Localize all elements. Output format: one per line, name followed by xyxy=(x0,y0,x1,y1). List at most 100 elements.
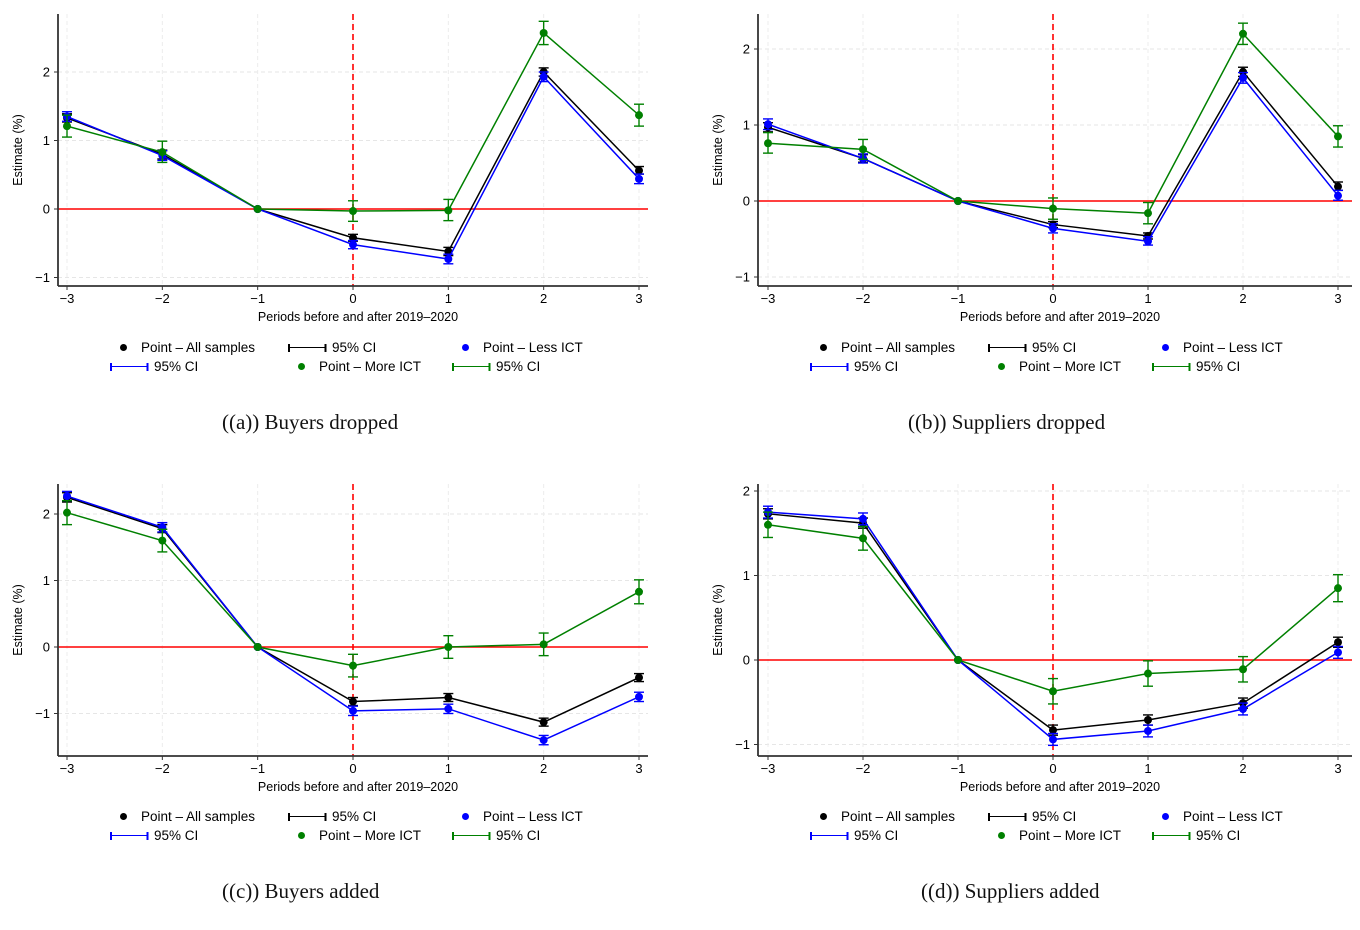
legend-more-point: Point – More ICT xyxy=(998,828,1121,843)
chart-svg: −1 0 1 2 −3 −2 −1 0 1 2 3 Periods before and after … xyxy=(711,14,1352,324)
legend-all-point: Point – All samples xyxy=(820,340,955,355)
y-tick-label: 1 xyxy=(743,568,750,583)
x-tick-label: −2 xyxy=(856,761,871,776)
x-tick-label: −2 xyxy=(856,291,871,306)
chart-panel-a: −1 0 1 2 −3 −2 −1 0 1 2 3 Periods before and after … xyxy=(0,0,680,460)
x-tick-label: 2 xyxy=(540,291,547,306)
point-less xyxy=(1144,237,1152,246)
legend-label: 95% CI xyxy=(854,359,899,374)
point-more xyxy=(1049,687,1057,696)
chart-panel-c: −1 0 1 2 −3 −2 −1 0 1 2 3 Periods before and after … xyxy=(0,470,680,930)
point-more xyxy=(635,587,643,596)
x-tick-label: 1 xyxy=(445,761,452,776)
panel-caption: ((c)) Buyers added xyxy=(222,879,380,903)
legend-all-ci: 95% CI xyxy=(988,809,1076,824)
series-more xyxy=(763,511,1343,705)
legend-label: 95% CI xyxy=(1196,359,1241,374)
y-axis-label: Estimate (%) xyxy=(711,584,725,656)
x-tick-label: −3 xyxy=(761,761,776,776)
legend-less-ci: 95% CI xyxy=(810,828,898,843)
point-less xyxy=(635,692,643,701)
point-more xyxy=(635,111,643,120)
x-tick-label: −2 xyxy=(155,291,170,306)
point-more xyxy=(764,520,772,529)
legend-less-ci: 95% CI xyxy=(110,359,198,374)
series-more xyxy=(62,20,644,223)
point-more xyxy=(764,139,772,148)
y-tick-label: 0 xyxy=(43,202,50,217)
legend-less-point: Point – Less ICT xyxy=(1162,809,1283,824)
legend-less-point: Point – Less ICT xyxy=(462,809,583,824)
point-more xyxy=(1239,29,1247,38)
legend-dot-icon xyxy=(820,344,827,351)
y-tick-label: −1 xyxy=(735,737,750,752)
y-tick-label: 1 xyxy=(43,573,50,588)
point-less xyxy=(1334,191,1342,200)
point-less xyxy=(1334,648,1342,657)
point-more xyxy=(1144,669,1152,678)
x-tick-label: 2 xyxy=(540,761,547,776)
point-less xyxy=(635,174,643,183)
point-more xyxy=(63,122,71,131)
x-tick-label: −3 xyxy=(60,761,75,776)
point-more xyxy=(859,145,867,154)
legend-all-point: Point – All samples xyxy=(120,340,255,355)
legend-label: Point – All samples xyxy=(841,809,956,824)
point-more xyxy=(349,207,357,216)
point-all xyxy=(539,718,548,727)
point-more xyxy=(1334,132,1342,141)
legend-all-ci: 95% CI xyxy=(988,340,1076,355)
point-all xyxy=(635,673,643,682)
point-more xyxy=(1049,204,1057,213)
legend-dot-icon xyxy=(820,813,827,820)
legend-more-ci: 95% CI xyxy=(452,828,540,843)
legend-more-ci: 95% CI xyxy=(452,359,540,374)
x-axis-label: Periods before and after 2019–2020 xyxy=(258,310,458,324)
series-more xyxy=(763,22,1343,225)
y-axis-label: Estimate (%) xyxy=(11,584,25,656)
legend-label: Point – All samples xyxy=(141,809,256,824)
legend-all-point: Point – All samples xyxy=(820,809,955,824)
legend-label: Point – All samples xyxy=(141,340,256,355)
point-all xyxy=(1049,726,1057,735)
y-tick-label: 2 xyxy=(743,484,750,499)
x-tick-label: −1 xyxy=(250,761,265,776)
point-more xyxy=(954,197,962,205)
legend-label: Point – Less ICT xyxy=(1183,809,1283,824)
chart-svg: −1 0 1 2 −3 −2 −1 0 1 2 3 Periods before and after … xyxy=(11,484,648,794)
point-more xyxy=(253,643,262,651)
x-tick-label: 1 xyxy=(1144,291,1151,306)
legend-label: 95% CI xyxy=(332,340,377,355)
legend-dot-icon xyxy=(1162,344,1169,351)
legend-ci-icon xyxy=(1152,831,1190,840)
y-tick-label: 0 xyxy=(743,194,750,209)
x-tick-label: 3 xyxy=(1334,291,1341,306)
panel-caption: ((b)) Suppliers dropped xyxy=(908,410,1106,434)
x-tick-label: 0 xyxy=(349,291,356,306)
x-tick-label: −3 xyxy=(60,291,75,306)
x-tick-label: 1 xyxy=(1144,761,1151,776)
y-tick-label: 0 xyxy=(743,653,750,668)
x-tick-label: 3 xyxy=(1334,761,1341,776)
point-more xyxy=(1239,665,1247,674)
legend-label: Point – More ICT xyxy=(319,828,422,843)
x-tick-label: −1 xyxy=(951,761,966,776)
legend-label: Point – All samples xyxy=(841,340,956,355)
point-less xyxy=(349,706,357,715)
legend-dot-icon xyxy=(120,813,127,820)
point-more xyxy=(1144,209,1152,218)
panel-caption: ((d)) Suppliers added xyxy=(921,879,1100,903)
point-more xyxy=(1334,584,1342,593)
legend-label: 95% CI xyxy=(496,359,541,374)
chart-svg: −1 0 1 2 −3 −2 −1 0 1 2 3 Periods before and after … xyxy=(11,14,648,324)
x-tick-label: 3 xyxy=(635,761,642,776)
series-more xyxy=(62,500,644,678)
legend-label: Point – Less ICT xyxy=(483,340,583,355)
y-tick-label: −1 xyxy=(35,270,50,285)
legend-label: 95% CI xyxy=(1196,828,1241,843)
legend-ci-icon xyxy=(288,812,326,821)
point-more xyxy=(444,206,453,215)
legend-label: Point – Less ICT xyxy=(483,809,583,824)
x-tick-label: −1 xyxy=(250,291,265,306)
legend-dot-icon xyxy=(298,363,305,370)
